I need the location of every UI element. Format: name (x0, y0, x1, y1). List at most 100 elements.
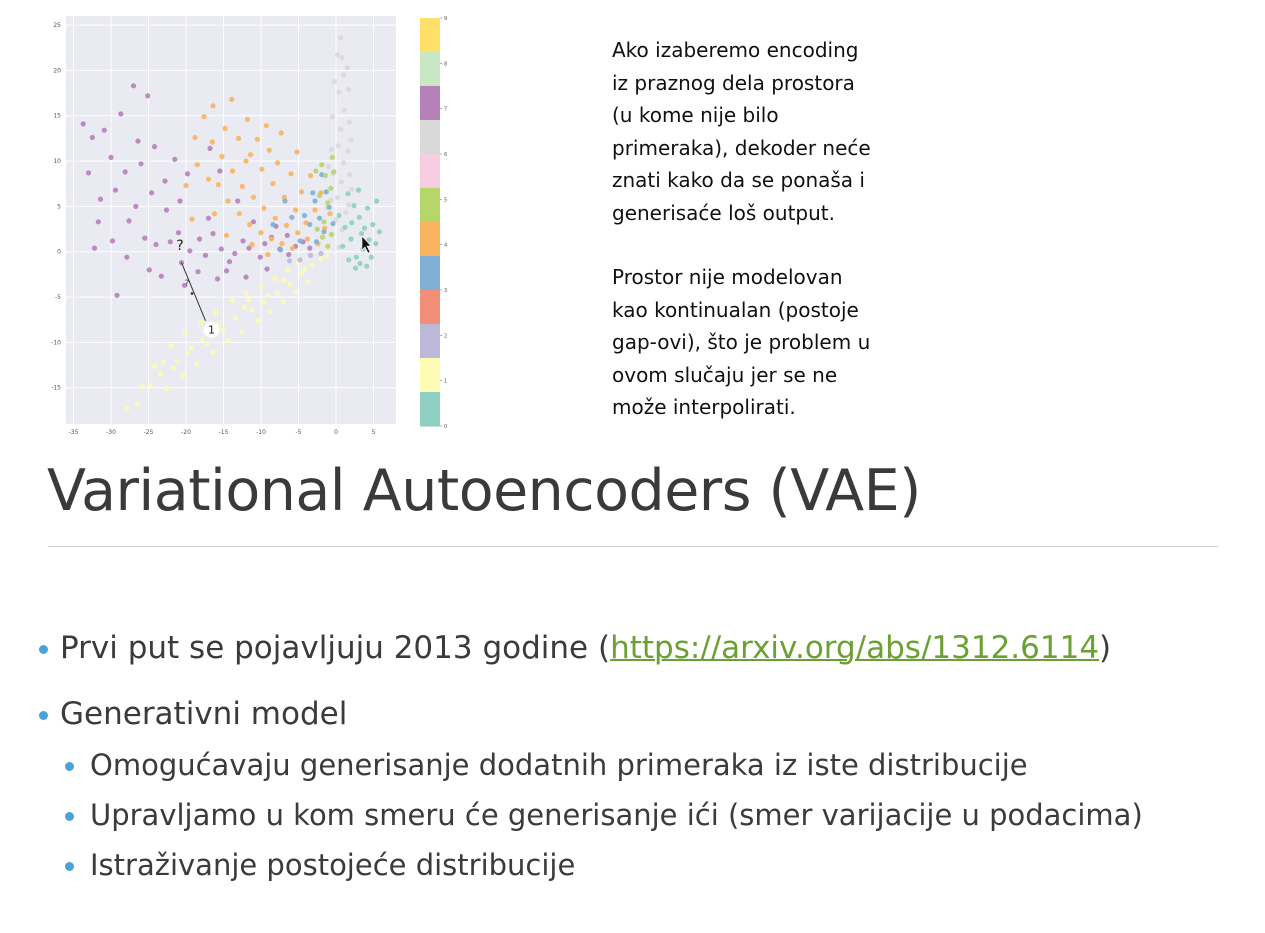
data-point (345, 191, 351, 197)
data-point (270, 181, 276, 187)
data-point (238, 328, 245, 335)
data-point (298, 270, 305, 277)
data-point (349, 186, 355, 192)
data-point (307, 221, 313, 228)
data-point (240, 238, 246, 244)
data-point (351, 202, 357, 209)
data-point (263, 123, 269, 129)
data-point (376, 229, 383, 235)
data-point (310, 190, 316, 196)
data-point (241, 304, 248, 310)
data-point (109, 238, 116, 244)
data-point (258, 230, 264, 236)
colorbar-segment (420, 256, 440, 291)
data-point (89, 134, 95, 141)
plot-area (66, 16, 396, 424)
data-point (304, 279, 311, 285)
data-point (301, 266, 308, 272)
title-divider (48, 546, 1218, 547)
data-point (222, 125, 228, 131)
data-point (226, 259, 233, 265)
x-tick-label: -15 (219, 429, 229, 436)
data-point (243, 158, 249, 164)
data-point (181, 282, 188, 288)
data-point (223, 268, 230, 274)
data-point (340, 243, 346, 249)
data-point (239, 183, 245, 190)
data-point (270, 221, 276, 228)
data-point (219, 153, 225, 160)
data-point (328, 231, 335, 238)
sub-bullet-text: Istraživanje postojeće distribucije (90, 848, 576, 882)
data-point (262, 241, 268, 247)
latent-space-scatter-plot: ??1 -35 -30 -25 -20 -15 -10 -5 0 5 2520151050-5-… (51, 16, 447, 436)
y-tick-label: 25 (53, 22, 61, 29)
annotation-one: 1 (208, 324, 215, 337)
data-point (168, 343, 174, 349)
data-point (355, 187, 362, 193)
data-point (286, 258, 293, 264)
data-point (178, 260, 185, 266)
data-point (235, 198, 241, 204)
data-point (157, 371, 164, 377)
data-point (346, 119, 353, 125)
colorbar-tick-label: 9 (444, 16, 447, 22)
data-point (298, 189, 305, 195)
data-point (112, 187, 119, 193)
data-point (174, 358, 180, 364)
data-point (287, 281, 293, 287)
data-point (207, 145, 213, 151)
side-note: Ako izaberemo encoding iz praznog dela p… (612, 34, 912, 424)
data-point (209, 139, 215, 145)
data-point (284, 232, 290, 238)
data-point (202, 252, 209, 258)
data-point (250, 194, 257, 200)
data-point (334, 194, 341, 200)
data-point (235, 135, 242, 141)
sub-bullet-3: Istraživanje postojeće distribucije (65, 848, 576, 882)
data-point (325, 163, 332, 170)
data-point (130, 83, 137, 89)
data-point (282, 198, 288, 204)
arxiv-link[interactable]: https://arxiv.org/abs/1312.6114 (610, 630, 1100, 666)
x-tick-label: 5 (372, 429, 376, 436)
data-point (289, 245, 296, 251)
data-point (247, 221, 253, 228)
bullet-dot-icon (39, 711, 48, 720)
data-point (271, 276, 278, 282)
data-point (292, 289, 299, 295)
data-point (268, 236, 275, 242)
data-point (283, 222, 290, 228)
y-tick-label: 15 (53, 113, 61, 120)
data-point (250, 219, 257, 225)
data-point (330, 221, 336, 227)
data-point (135, 138, 141, 144)
colorbar-tick-label: 7 (444, 107, 447, 113)
data-point (118, 111, 124, 117)
slide-title: Variational Autoencoders (VAE) (47, 458, 921, 524)
data-point (258, 284, 264, 290)
y-tick-labels: 25 20 15 10 5 0 -5 -10 -15 (51, 22, 61, 392)
bullet-dot-icon (65, 862, 74, 871)
data-point (338, 179, 344, 185)
data-point (160, 359, 167, 365)
data-point (184, 171, 191, 177)
sub-bullet-text: Upravljamo u kom smeru će generisanje ić… (90, 798, 1143, 832)
data-points (80, 35, 383, 412)
x-tick-label: -35 (69, 429, 79, 436)
data-point (170, 365, 176, 371)
colorbar-segment (420, 154, 440, 189)
data-point (194, 162, 200, 168)
annotation-pointer-line (181, 262, 206, 321)
data-point (301, 212, 308, 219)
data-point (220, 327, 226, 333)
data-point (162, 178, 168, 184)
colorbar-tick-labels: 9 8 7 6 5 4 3 2 1 0 (440, 16, 447, 430)
data-point (289, 214, 295, 220)
data-point (348, 137, 354, 143)
data-point (148, 190, 155, 196)
data-point (325, 243, 331, 249)
data-point (318, 256, 324, 262)
colorbar-tick-label: 5 (444, 197, 447, 203)
data-point (356, 214, 362, 220)
